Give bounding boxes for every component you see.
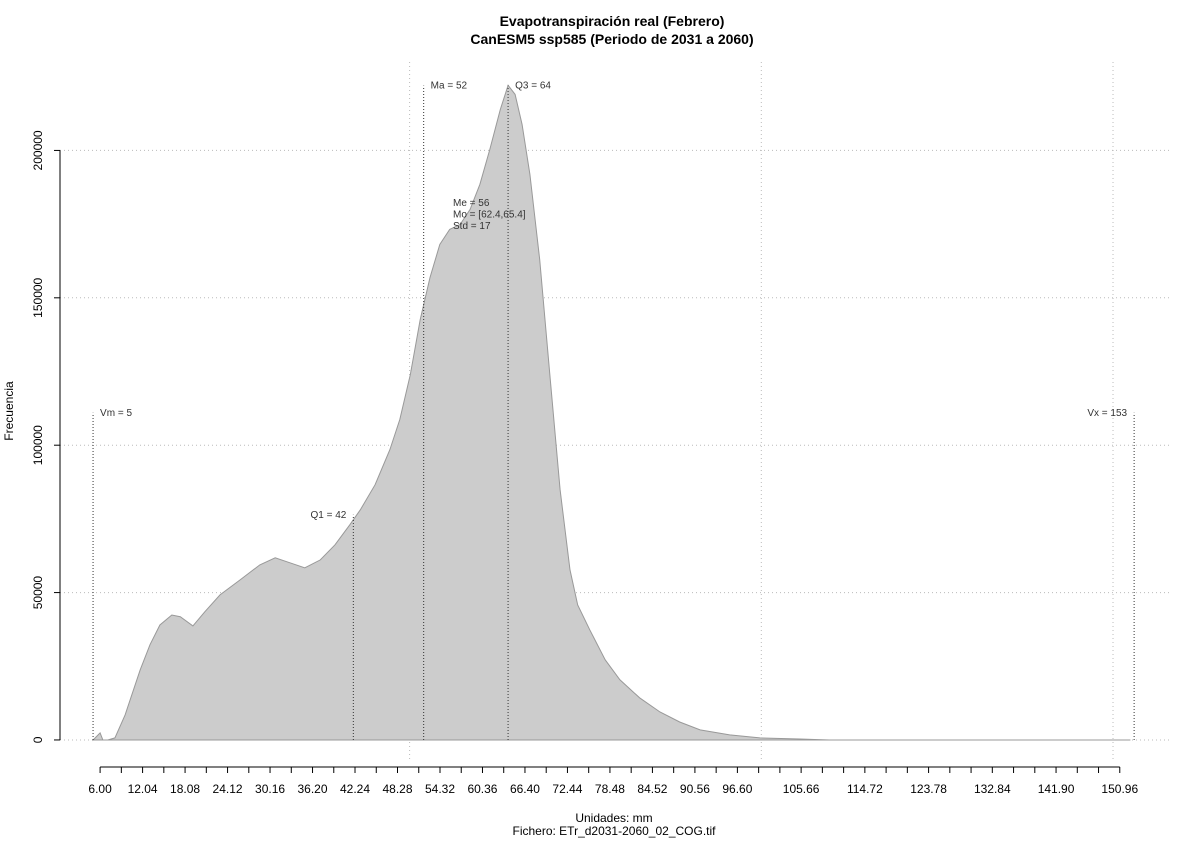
x-tick-label: 150.96 — [1101, 782, 1138, 796]
x-tick-label: 96.60 — [722, 782, 752, 796]
annotation-label: Vm = 5 — [100, 408, 132, 419]
annotation-label: Q1 = 42 — [310, 510, 346, 521]
x-tick-label: 72.44 — [552, 782, 582, 796]
y-axis-label: Frecuencia — [2, 381, 16, 441]
annotation-label: Ma = 52 — [431, 81, 468, 92]
x-tick-label: 60.36 — [467, 782, 497, 796]
x-tick-label: 84.52 — [637, 782, 667, 796]
x-tick-label: 18.08 — [170, 782, 200, 796]
x-tick-label: 48.28 — [382, 782, 412, 796]
stats-label: Me = 56 — [453, 198, 490, 209]
annotation-label: Q3 = 64 — [515, 81, 551, 92]
caption: Fichero: ETr_d2031-2060_02_COG.tif — [513, 824, 717, 838]
x-tick-label: 54.32 — [425, 782, 455, 796]
x-tick-label: 141.90 — [1038, 782, 1075, 796]
y-tick-label: 50000 — [31, 576, 45, 610]
chart-title: Evapotranspiración real (Febrero) — [500, 13, 725, 29]
y-tick-label: 200000 — [31, 130, 45, 170]
x-tick-label: 123.78 — [910, 782, 947, 796]
x-tick-label: 6.00 — [88, 782, 112, 796]
annotation-label: Vx = 153 — [1087, 408, 1127, 419]
x-axis-label: Unidades: mm — [575, 811, 652, 825]
x-tick-label: 114.72 — [847, 782, 883, 796]
x-tick-label: 90.56 — [680, 782, 710, 796]
x-tick-label: 24.12 — [213, 782, 243, 796]
density-area — [92, 84, 1131, 742]
x-tick-label: 132.84 — [974, 782, 1011, 796]
x-tick-label: 12.04 — [128, 782, 158, 796]
stats-label: Std = 17 — [453, 221, 491, 232]
stats-label: Mo = [62.4,65.4] — [453, 210, 526, 221]
y-tick-label: 100000 — [31, 425, 45, 465]
y-tick-label: 150000 — [31, 277, 45, 317]
x-tick-label: 105.66 — [783, 782, 820, 796]
x-tick-label: 42.24 — [340, 782, 370, 796]
x-tick-label: 78.48 — [595, 782, 625, 796]
y-tick-label: 0 — [31, 736, 45, 743]
x-tick-label: 30.16 — [255, 782, 285, 796]
x-tick-label: 36.20 — [298, 782, 328, 796]
chart-subtitle: CanESM5 ssp585 (Periodo de 2031 a 2060) — [470, 31, 753, 47]
x-tick-label: 66.40 — [510, 782, 540, 796]
